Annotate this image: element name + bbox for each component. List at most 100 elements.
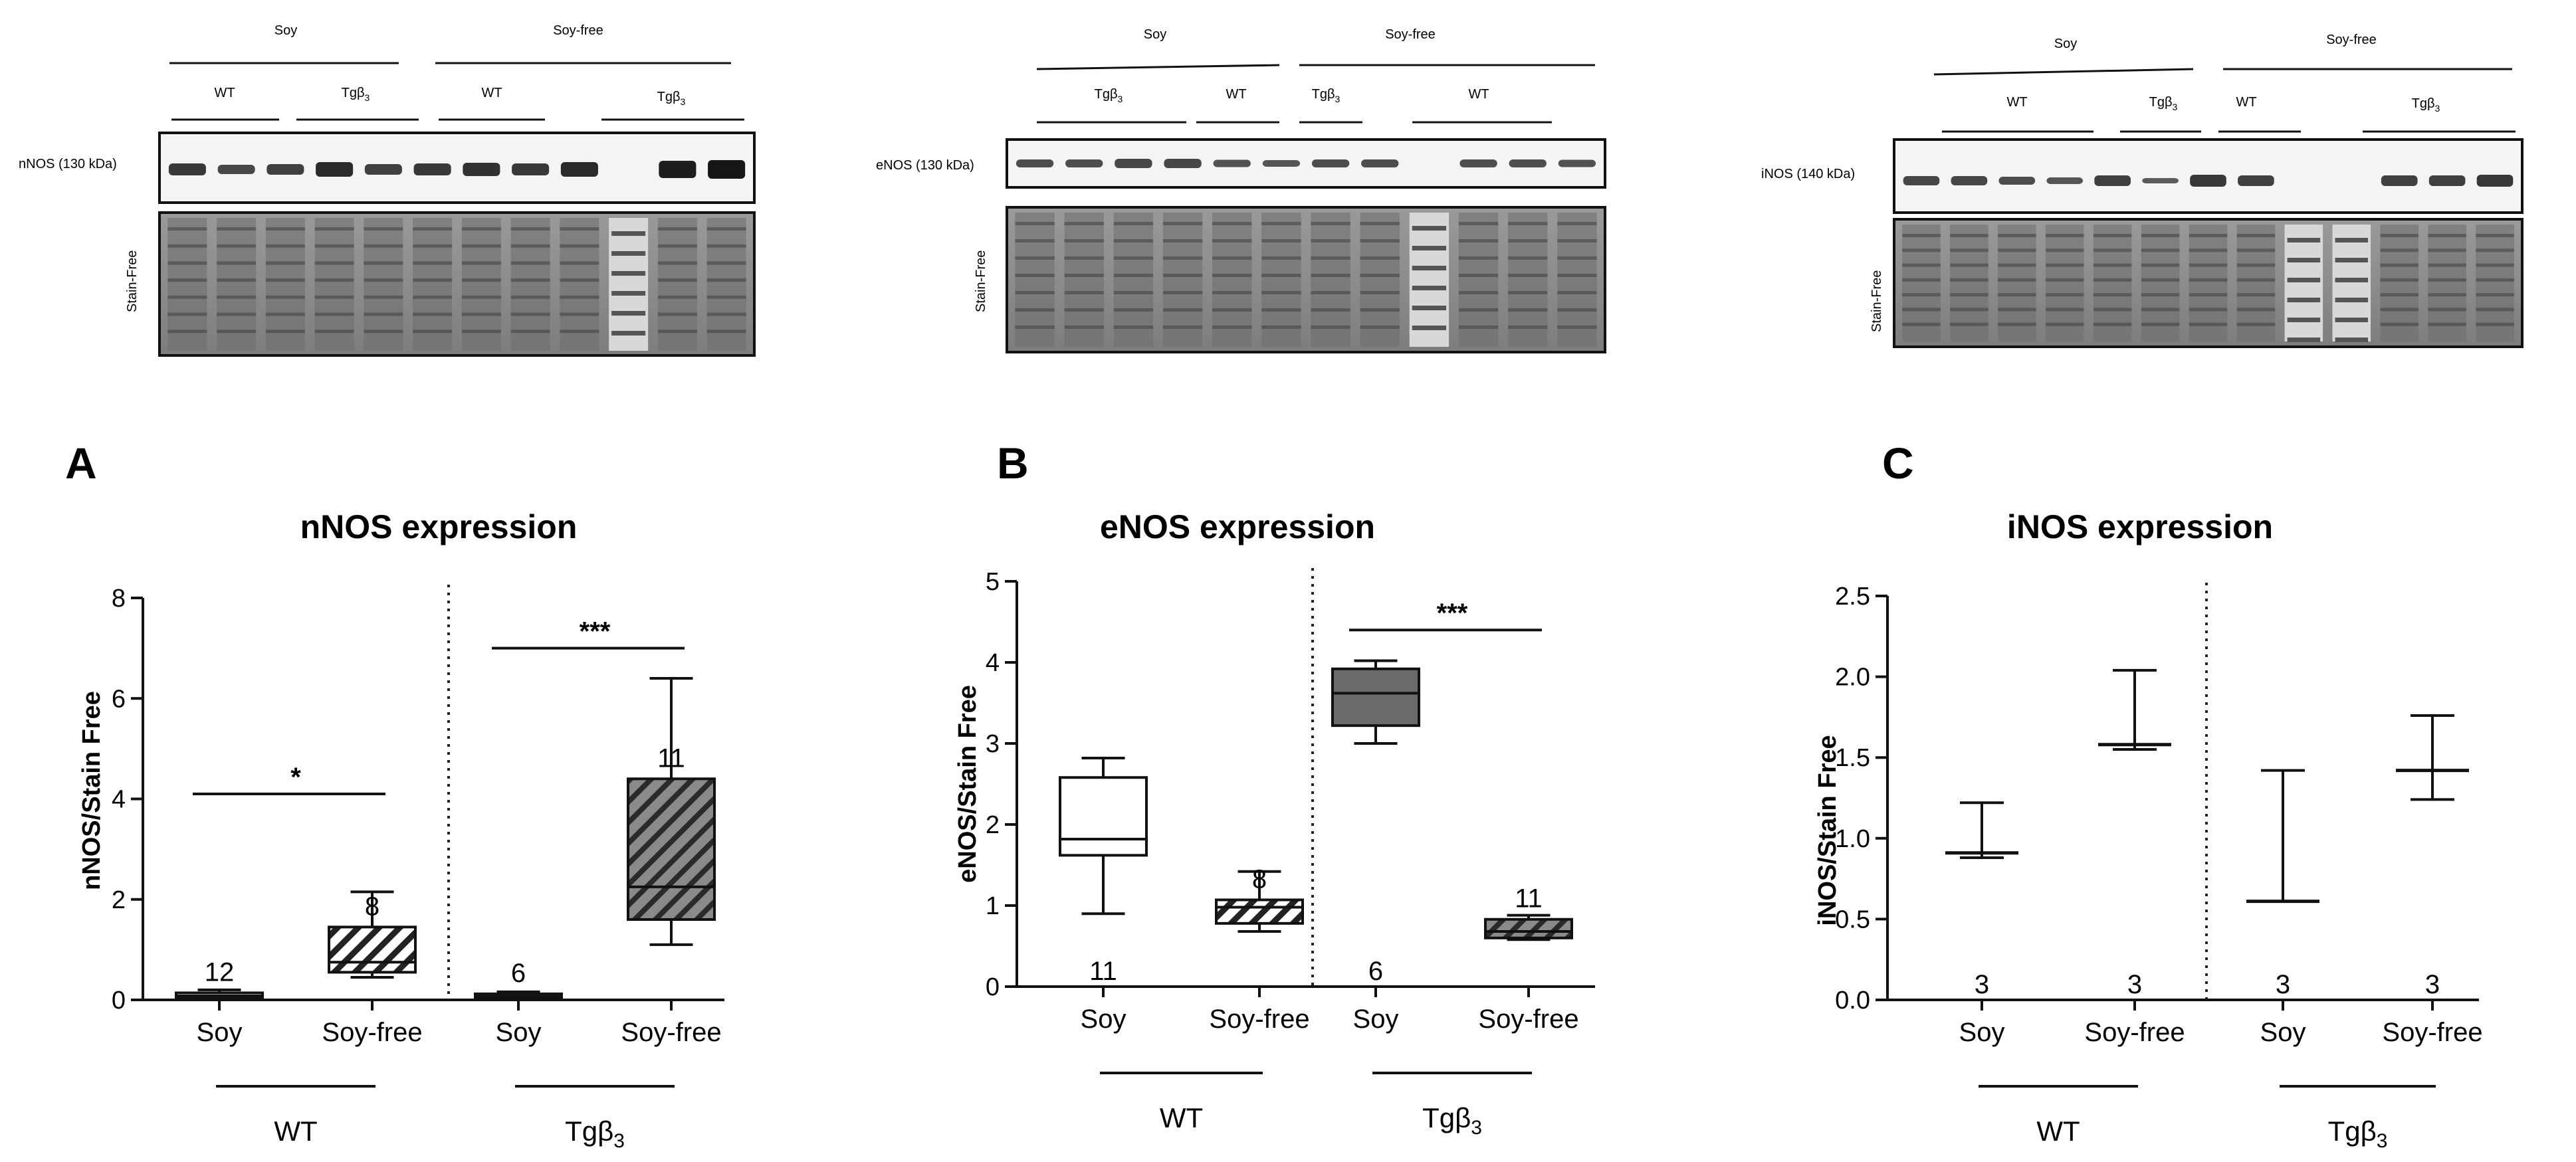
stain-band [1557,291,1597,294]
stain-band [2428,263,2466,267]
stain-band [413,295,453,299]
ladder-band [611,271,646,276]
blot-diet-line [1933,68,2194,76]
stain-band [1113,326,1154,329]
blot-genotype-label: Tgβ3 [2412,96,2440,114]
stain-band [1311,291,1350,294]
stain-band [1162,291,1203,294]
blot-diet-line [1036,64,1280,70]
ladder-band [2287,238,2321,242]
stain-band [657,261,697,265]
stain-band [265,227,305,231]
stain-band [1998,263,2036,267]
x-category-label: Soy [1959,1018,2005,1047]
ladder-band [2335,258,2369,262]
stain-band [1950,308,1988,312]
stain-band [1360,256,1400,260]
stain-band [706,261,746,265]
blot-band [1115,159,1152,168]
stain-band [2476,234,2514,237]
stain-band [560,227,599,231]
chart-title: nNOS expression [300,508,578,545]
blot-genotype-label: WT [2236,95,2256,110]
stain-band [2093,234,2132,237]
stain-band [1261,256,1301,260]
ladder-band [2335,338,2369,342]
stain-band [2141,322,2180,326]
stain-band [560,261,599,265]
sample-size-label: 12 [205,957,235,987]
group-label: WT [2036,1115,2080,1147]
stain-band [1557,239,1597,242]
ladder-band [1412,306,1447,310]
stain-band [1311,326,1350,329]
blot-diet-label: Soy [274,23,297,38]
stain-band [2093,278,2132,282]
stain-band [2428,278,2466,282]
stain-band [560,244,599,248]
stain-band [1261,239,1301,242]
y-tick-label: 4 [986,649,1000,677]
stain-band [265,278,305,282]
blot-genotype-label: Tgβ3 [342,86,370,103]
stain-band [1162,239,1203,242]
stain-band [1557,256,1597,260]
ladder-lane [609,218,649,351]
stain-band [217,312,257,316]
stain-lane [1212,213,1252,347]
group-label: WT [1160,1102,1203,1133]
blot-band [2094,175,2131,186]
stain-band [265,244,305,248]
y-tick-label: 4 [112,786,126,814]
stain-band [1360,274,1400,277]
stain-band [2045,308,2084,312]
stain-band [2380,234,2418,237]
stain-band [2428,248,2466,252]
blot-band-membrane [158,132,756,204]
stain-band [1998,322,2036,326]
stain-lane [413,218,453,351]
stain-band [706,295,746,299]
stain-band [657,312,697,316]
stain-band [1212,326,1252,329]
significance-label: *** [1437,599,1468,628]
blot-band [560,162,598,177]
stain-band [1557,308,1597,312]
stain-band [1508,222,1548,225]
inos-blot-panel: Soy Soy-free WT Tgβ3 WT Tgβ3 iNOS (140 k… [1761,33,2523,348]
stain-band [1113,239,1154,242]
stain-band [2428,293,2466,297]
box-iqr [1331,667,1420,727]
stain-lane [560,218,599,351]
stain-band [2141,278,2180,282]
y-tick-label: 2 [986,811,1000,839]
stain-band [1902,278,1941,282]
blot-stainfree-lanes [1902,225,2514,342]
stain-band [1261,291,1301,294]
blot-band [708,160,746,179]
stain-band [2236,278,2276,282]
stain-band [1360,308,1400,312]
ladder-band [1412,266,1447,270]
stain-band [2236,293,2276,297]
stain-band [657,330,697,334]
stain-band [706,227,746,231]
x-category-label: Soy [197,1018,243,1047]
stain-band [1458,291,1499,294]
stain-band [2236,308,2276,312]
blot-band [1065,159,1103,167]
blot-band [2190,175,2226,187]
stain-band [2141,263,2180,267]
blot-band [2428,175,2466,186]
stain-band [2189,248,2228,252]
sample-size-label: 11 [1515,884,1543,914]
sample-size-label: 11 [657,743,685,773]
stain-band [314,312,354,316]
box-iqr [328,925,417,974]
blot-band [1311,159,1350,167]
blot-band [267,164,304,175]
stain-band [1902,248,1941,252]
y-axis-title: nNOS/Stain Free [78,691,106,890]
stain-band [2236,248,2276,252]
blot-loading-label: Stain-Free [125,250,140,312]
